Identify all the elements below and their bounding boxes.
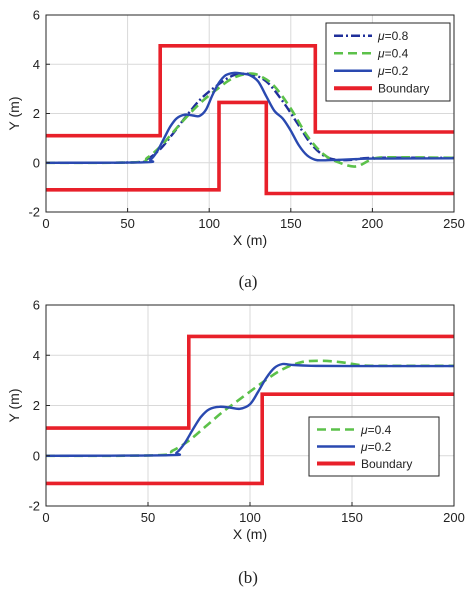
legend-label: Boundary bbox=[378, 82, 429, 96]
legend: μ=0.8 μ=0.4 μ=0.2 Boundary bbox=[325, 22, 451, 102]
y-tick-label: 4 bbox=[33, 57, 40, 72]
x-tick-label: 50 bbox=[141, 510, 155, 525]
y-tick-label: -2 bbox=[28, 205, 40, 220]
series-boundary bbox=[46, 100, 454, 196]
y-tick-label: 2 bbox=[33, 398, 40, 413]
series-boundary bbox=[46, 334, 454, 430]
series-boundary bbox=[46, 43, 454, 138]
y-tick-label: 2 bbox=[33, 106, 40, 121]
x-tick-label: 100 bbox=[239, 510, 261, 525]
x-tick-label: 200 bbox=[362, 216, 384, 231]
legend: μ=0.4 μ=0.2 Boundary bbox=[308, 416, 440, 477]
caption-a: (a) bbox=[239, 272, 258, 291]
legend-label: μ=0.2 bbox=[377, 64, 409, 78]
y-tick-label: 6 bbox=[33, 298, 40, 313]
x-tick-label: 0 bbox=[42, 510, 49, 525]
x-tick-label: 0 bbox=[42, 216, 49, 231]
series-line-04 bbox=[46, 359, 454, 458]
legend-label: μ=0.4 bbox=[377, 47, 409, 61]
series-group bbox=[46, 43, 454, 196]
series-boundary bbox=[46, 392, 454, 486]
x-axis-label: X (m) bbox=[233, 526, 267, 542]
legend-label: Boundary bbox=[361, 457, 412, 471]
y-tick-label: 6 bbox=[33, 8, 40, 23]
x-tick-label: 100 bbox=[198, 216, 220, 231]
caption-b: (b) bbox=[238, 568, 258, 587]
series-line-04 bbox=[46, 72, 454, 168]
x-tick-label: 50 bbox=[120, 216, 134, 231]
series-line-02 bbox=[46, 71, 454, 164]
y-axis-label: Y (m) bbox=[6, 97, 22, 131]
legend-label: μ=0.8 bbox=[377, 29, 409, 43]
x-tick-label: 250 bbox=[443, 216, 465, 231]
series-line-02 bbox=[46, 362, 454, 457]
y-tick-label: 0 bbox=[33, 155, 40, 170]
y-tick-label: 0 bbox=[33, 448, 40, 463]
series-group bbox=[46, 334, 454, 486]
legend-label: μ=0.2 bbox=[360, 440, 392, 454]
y-tick-label: 4 bbox=[33, 348, 40, 363]
x-tick-label: 150 bbox=[341, 510, 363, 525]
y-axis-label: Y (m) bbox=[6, 389, 22, 423]
x-axis-label: X (m) bbox=[233, 232, 267, 248]
y-tick-label: -2 bbox=[28, 499, 40, 514]
x-tick-label: 200 bbox=[443, 510, 465, 525]
x-tick-label: 150 bbox=[280, 216, 302, 231]
legend-label: μ=0.4 bbox=[360, 423, 392, 437]
